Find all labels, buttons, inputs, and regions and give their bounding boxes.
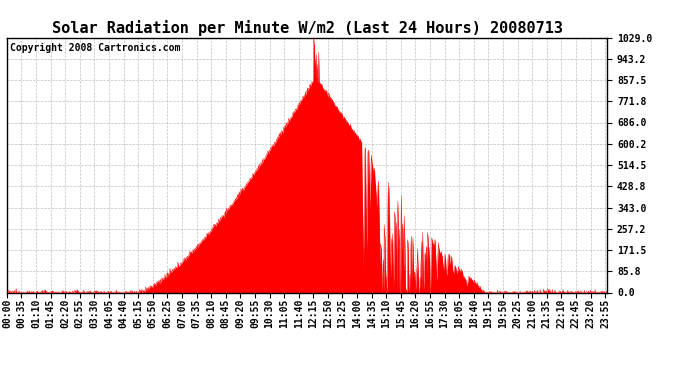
Text: Copyright 2008 Cartronics.com: Copyright 2008 Cartronics.com xyxy=(10,43,180,52)
Title: Solar Radiation per Minute W/m2 (Last 24 Hours) 20080713: Solar Radiation per Minute W/m2 (Last 24… xyxy=(52,20,562,36)
